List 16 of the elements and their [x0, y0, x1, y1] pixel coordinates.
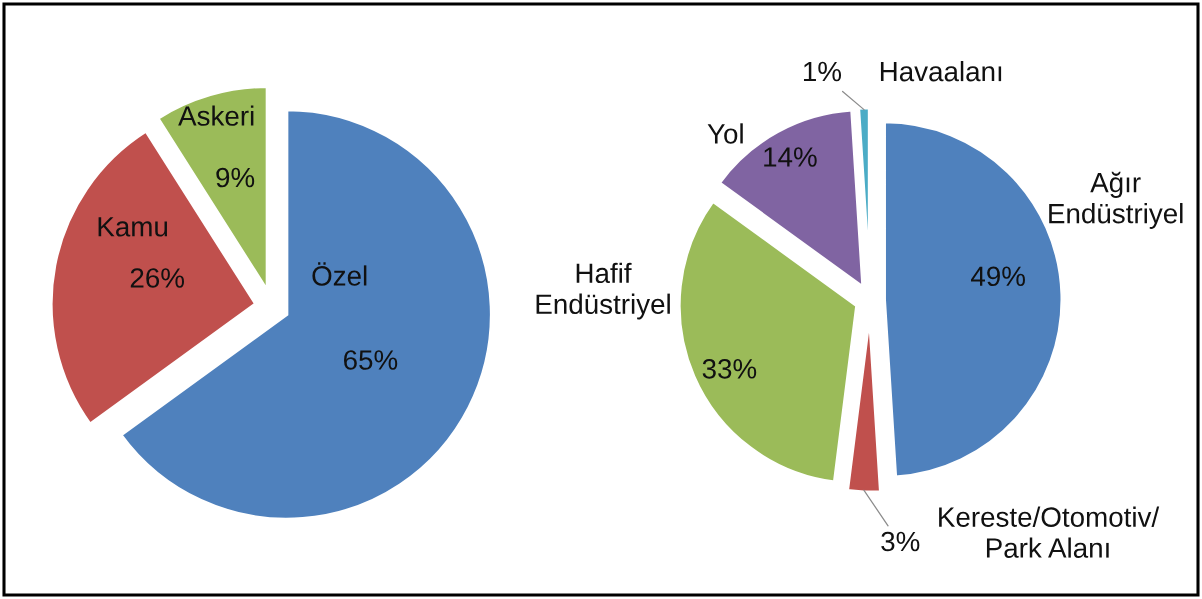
data-label: 65%	[344, 350, 398, 370]
slice-label: Kamu	[98, 217, 168, 237]
data-label: 1%	[803, 61, 842, 82]
slice-label: Yol	[707, 123, 743, 144]
slice-label: Ağır Endüstriyel	[1049, 171, 1183, 229]
slice-label: Havaalanı	[880, 60, 1002, 82]
data-label: 3%	[881, 531, 920, 552]
slice-label: Hafif Endüstriyel	[536, 262, 670, 320]
slice-label: Özel	[312, 262, 367, 286]
data-label: 33%	[702, 358, 757, 379]
slice-label: Askeri	[178, 105, 254, 126]
data-label: 9%	[216, 167, 255, 188]
data-label: 49%	[971, 266, 1025, 287]
data-label: 26%	[130, 268, 185, 288]
slice-label: Kereste/Otomotiv/ Park Alanı	[939, 506, 1160, 558]
data-label: 14%	[764, 147, 817, 167]
